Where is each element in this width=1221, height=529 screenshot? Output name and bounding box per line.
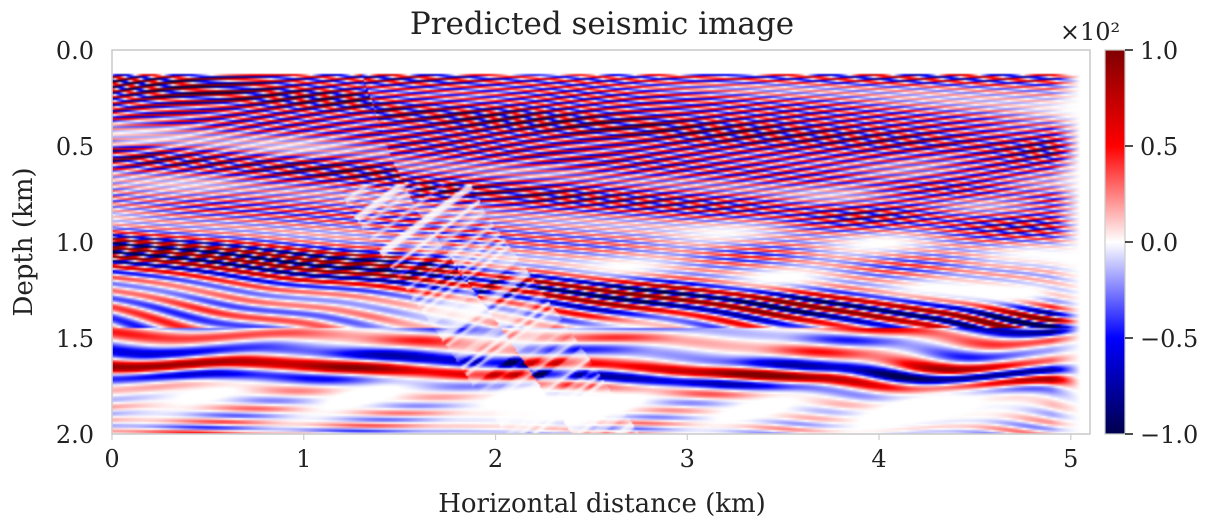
x-axis: 0 1 2 3 4 5 bbox=[104, 434, 1078, 473]
x-tick-label: 4 bbox=[871, 445, 886, 473]
colorbar-tick-label: 0.5 bbox=[1140, 133, 1178, 161]
colorbar bbox=[1104, 49, 1126, 435]
y-tick-label: 1.0 bbox=[56, 229, 94, 257]
x-tick-label: 0 bbox=[104, 445, 119, 473]
x-tick-label: 3 bbox=[680, 445, 695, 473]
chart-title: Predicted seismic image bbox=[410, 6, 794, 42]
colorbar-tick-label: −0.5 bbox=[1140, 325, 1198, 353]
colorbar-tick-label: 1.0 bbox=[1140, 37, 1178, 65]
colorbar-tick-label: 0.0 bbox=[1140, 229, 1178, 257]
x-tick-label: 2 bbox=[488, 445, 503, 473]
y-tick-label: 0.5 bbox=[56, 133, 94, 161]
y-axis-label: Depth (km) bbox=[9, 167, 39, 316]
x-axis-label: Horizontal distance (km) bbox=[438, 489, 766, 519]
y-axis: 0.0 0.5 1.0 1.5 2.0 bbox=[56, 37, 94, 449]
x-tick-label: 1 bbox=[296, 445, 311, 473]
seismic-image bbox=[112, 50, 1090, 434]
y-tick-label: 1.5 bbox=[56, 325, 94, 353]
colorbar-tick-label: −1.0 bbox=[1140, 421, 1198, 449]
colorbar-scale-label: ×10² bbox=[1060, 18, 1120, 46]
seismic-image-raster bbox=[112, 50, 1090, 434]
colorbar-axis: −1.0 −0.5 0.0 0.5 1.0 bbox=[1125, 37, 1198, 449]
x-tick-label: 5 bbox=[1063, 445, 1078, 473]
y-tick-label: 2.0 bbox=[56, 421, 94, 449]
y-tick-label: 0.0 bbox=[56, 37, 94, 65]
plot-frame bbox=[111, 49, 1091, 435]
